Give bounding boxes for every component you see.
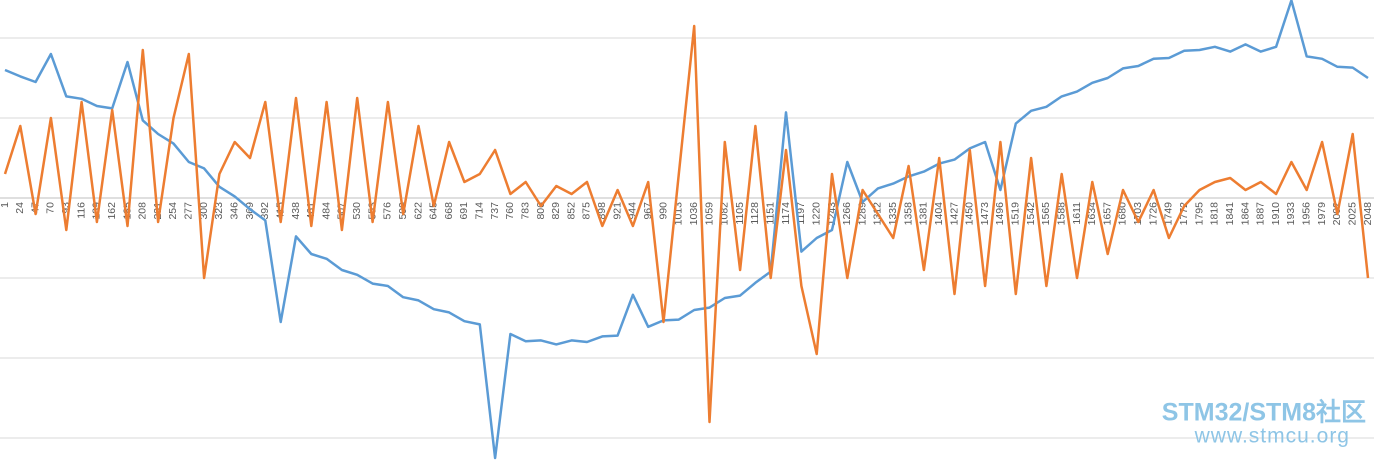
x-tick-label: 1611 [1071, 202, 1083, 225]
x-tick-label: 162 [106, 202, 118, 220]
x-tick-label: 852 [565, 202, 577, 220]
x-tick-label: 1128 [749, 202, 761, 225]
x-tick-label: 1036 [688, 202, 700, 226]
x-tick-label: 1933 [1285, 202, 1297, 226]
x-tick-label: 829 [550, 202, 562, 220]
x-tick-label: 1542 [1025, 202, 1037, 226]
x-tick-label: 1059 [703, 202, 715, 226]
x-tick-label: 576 [382, 202, 394, 220]
x-tick-label: 2048 [1362, 202, 1374, 226]
x-tick-label: 1358 [902, 202, 914, 226]
x-tick-label: 990 [657, 202, 669, 220]
x-tick-label: 1450 [964, 202, 976, 226]
x-tick-label: 1979 [1316, 202, 1328, 226]
x-tick-label: 714 [474, 202, 486, 220]
x-tick-label: 24 [14, 202, 26, 214]
x-tick-label: 1795 [1193, 202, 1205, 226]
x-tick-label: 323 [213, 202, 225, 220]
x-tick-label: 93 [60, 202, 72, 214]
x-tick-label: 875 [581, 202, 593, 220]
x-tick-label: 1381 [918, 202, 930, 226]
x-tick-label: 1427 [948, 202, 960, 226]
x-tick-label: 1864 [1239, 202, 1251, 226]
x-tick-label: 1266 [841, 202, 853, 226]
x-tick-label: 1 [0, 202, 11, 208]
x-tick-label: 622 [412, 202, 424, 220]
watermark-title: STM32/STM8社区 [1162, 398, 1366, 427]
x-tick-label: 1151 [765, 202, 777, 225]
x-tick-label: 691 [458, 202, 470, 220]
x-tick-label: 921 [611, 202, 623, 220]
x-tick-label: 530 [351, 202, 363, 220]
series-line [4, 0, 1369, 460]
x-tick-label: 1749 [1163, 202, 1175, 226]
x-tick-label: 392 [259, 202, 271, 220]
x-tick-label: 346 [229, 202, 241, 220]
x-tick-label: 1174 [780, 202, 792, 225]
x-tick-label: 1703 [1132, 202, 1144, 226]
x-tick-label: 1588 [1055, 202, 1067, 226]
x-tick-label: 2025 [1346, 202, 1358, 226]
x-tick-label: 254 [167, 202, 179, 220]
x-tick-label: 806 [535, 202, 547, 220]
x-tick-label: 1772 [1178, 202, 1190, 226]
x-tick-label: 438 [290, 202, 302, 220]
x-tick-label: 185 [121, 202, 133, 220]
grid [0, 37, 1374, 439]
x-tick-label: 760 [504, 202, 516, 220]
x-tick-label: 1565 [1040, 202, 1052, 226]
plot [3, 0, 1370, 460]
x-tick-label: 668 [443, 202, 455, 220]
x-tick-label: 783 [519, 202, 531, 220]
x-tick-label: 1220 [810, 202, 822, 226]
watermark-url: www.stmcu.org [1194, 425, 1350, 448]
x-tick-label: 737 [489, 202, 501, 220]
x-axis-labels: 1244770931161391621852082312542773003233… [0, 202, 1374, 226]
x-tick-label: 1956 [1301, 202, 1313, 226]
x-tick-label: 1657 [1101, 202, 1113, 226]
x-tick-label: 484 [320, 202, 332, 220]
x-tick-label: 1473 [979, 202, 991, 226]
x-tick-label: 645 [428, 202, 440, 220]
x-tick-label: 1496 [994, 202, 1006, 226]
x-tick-label: 1818 [1209, 202, 1221, 226]
x-tick-label: 277 [183, 202, 195, 220]
x-tick-label: 1726 [1147, 202, 1159, 226]
x-tick-label: 1105 [734, 202, 746, 225]
series-line [3, 24, 1370, 424]
x-tick-label: 116 [75, 202, 87, 219]
x-tick-label: 208 [137, 202, 149, 220]
x-tick-label: 1887 [1255, 202, 1267, 226]
x-tick-label: 1519 [1010, 202, 1022, 226]
x-tick-label: 1404 [933, 202, 945, 226]
x-tick-label: 70 [45, 202, 57, 214]
x-tick-label: 1841 [1224, 202, 1236, 226]
x-tick-label: 1910 [1270, 202, 1282, 226]
